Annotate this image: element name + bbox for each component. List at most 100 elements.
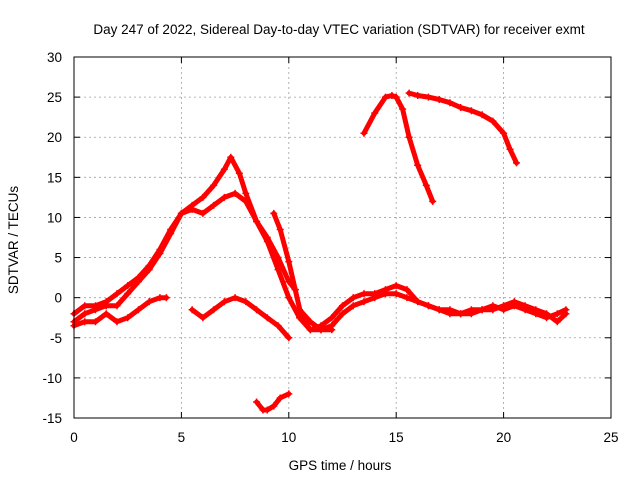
- data-point-arc-9: [500, 129, 508, 137]
- data-point-arc-7: [296, 306, 304, 314]
- y-tick-label: -15: [42, 411, 62, 426]
- data-point-arc-8: [405, 133, 413, 141]
- data-point-arc-9: [478, 111, 486, 119]
- y-tick-label: 20: [47, 130, 62, 145]
- data-point-arc-6: [392, 282, 400, 290]
- data-point-arc-1: [124, 282, 132, 290]
- data-point-arc-8: [429, 197, 437, 205]
- y-tick-label: 25: [47, 90, 62, 105]
- data-point-arc-9: [435, 96, 443, 104]
- series-line-arc-9: [406, 90, 519, 166]
- data-point-arc-4: [210, 306, 218, 314]
- data-point-arc-4: [253, 306, 261, 314]
- data-point-arc-7: [467, 306, 475, 314]
- plot-frame: [73, 56, 612, 419]
- data-point-arc-7: [457, 310, 465, 318]
- data-point-arc-2: [188, 205, 196, 213]
- data-point-arc-2: [167, 229, 175, 237]
- data-point-arc-7: [392, 290, 400, 298]
- data-point-arc-6: [349, 294, 357, 302]
- data-point-arc-7: [553, 318, 561, 326]
- data-point-arc-2: [124, 290, 132, 298]
- data-point-arc-8: [399, 105, 407, 113]
- data-point-arc-6: [285, 258, 293, 266]
- x-tick-label: 25: [603, 430, 618, 445]
- data-point-arc-2: [274, 266, 282, 274]
- data-point-arc-6: [403, 286, 411, 294]
- chart-title: Day 247 of 2022, Sidereal Day-to-day VTE…: [93, 22, 584, 37]
- data-point-arc-2: [242, 197, 250, 205]
- data-point-arc-7: [371, 294, 379, 302]
- data-point-arc-4: [274, 322, 282, 330]
- data-point-arc-3: [162, 294, 170, 302]
- data-point-arc-2: [210, 201, 218, 209]
- x-tick-label: 15: [389, 430, 404, 445]
- data-point-arc-7: [435, 306, 443, 314]
- data-point-arc-7: [360, 298, 368, 306]
- data-point-arc-4: [199, 314, 207, 322]
- data-point-arc-8: [388, 92, 396, 100]
- data-point-arc-6: [276, 225, 284, 233]
- data-point-arc-4: [285, 334, 293, 342]
- y-tick-label: -10: [42, 371, 62, 386]
- data-point-arc-3: [113, 318, 121, 326]
- y-axis-ticks: -15 -10 -5 0 5 10 15 20 25 30: [42, 50, 611, 426]
- data-point-arc-4: [242, 298, 250, 306]
- data-point-arc-7: [510, 298, 518, 306]
- y-tick-label: 0: [54, 291, 62, 306]
- data-point-arc-7: [500, 302, 508, 310]
- data-point-arc-2: [91, 306, 99, 314]
- data-point-arc-4: [231, 294, 239, 302]
- data-point-arc-6: [270, 209, 278, 217]
- data-point-arc-8: [414, 161, 422, 169]
- data-point-arc-9: [489, 117, 497, 125]
- data-point-arc-9: [405, 89, 413, 97]
- data-point-arc-2: [285, 294, 293, 302]
- data-point-arc-1: [199, 193, 207, 201]
- data-point-arc-7: [424, 302, 432, 310]
- data-point-arc-2: [102, 302, 110, 310]
- data-point-arc-7: [446, 310, 454, 318]
- data-point-arc-9: [424, 93, 432, 101]
- y-axis-label: SDTVAR / TECUs: [6, 186, 21, 295]
- series-line-arc-8: [361, 93, 436, 204]
- data-point-arc-6: [291, 286, 299, 294]
- x-axis-label: GPS time / hours: [289, 458, 392, 473]
- data-point-arc-9: [467, 107, 475, 115]
- data-point-arc-1: [81, 302, 89, 310]
- data-point-arc-7: [521, 302, 529, 310]
- data-point-arc-3: [102, 310, 110, 318]
- data-point-arc-3: [124, 314, 132, 322]
- data-point-arc-6: [328, 314, 336, 322]
- data-point-arc-8: [422, 181, 430, 189]
- data-point-arc-1: [220, 165, 228, 173]
- data-point-arc-4: [220, 298, 228, 306]
- y-tick-label: -5: [50, 331, 62, 346]
- data-point-arc-1: [210, 181, 218, 189]
- x-tick-label: 20: [496, 430, 511, 445]
- data-point-arc-7: [562, 310, 570, 318]
- data-point-arc-3: [134, 306, 142, 314]
- series-line-arc-5: [254, 391, 292, 413]
- series-line-arc-4: [189, 295, 292, 341]
- data-point-arc-8: [392, 93, 400, 101]
- data-point-arc-7: [339, 310, 346, 318]
- data-point-arc-7: [349, 302, 357, 310]
- data-point-arc-5: [276, 394, 284, 402]
- data-point-arc-9: [506, 145, 514, 153]
- data-point-arc-7: [381, 290, 389, 298]
- data-point-arc-2: [253, 217, 261, 225]
- data-point-arc-5: [253, 398, 261, 406]
- data-point-arc-1: [113, 290, 121, 298]
- data-point-arc-4: [188, 306, 196, 314]
- data-point-arc-7: [403, 294, 411, 302]
- data-point-arc-7: [478, 306, 486, 314]
- data-point-arc-5: [263, 406, 271, 414]
- data-point-arc-5: [270, 402, 278, 410]
- data-point-arc-3: [91, 318, 99, 326]
- data-point-arc-7: [543, 310, 551, 318]
- data-point-arc-8: [360, 129, 368, 137]
- data-series: [70, 89, 570, 414]
- data-point-arc-2: [263, 238, 271, 246]
- grid-lines: [74, 57, 611, 418]
